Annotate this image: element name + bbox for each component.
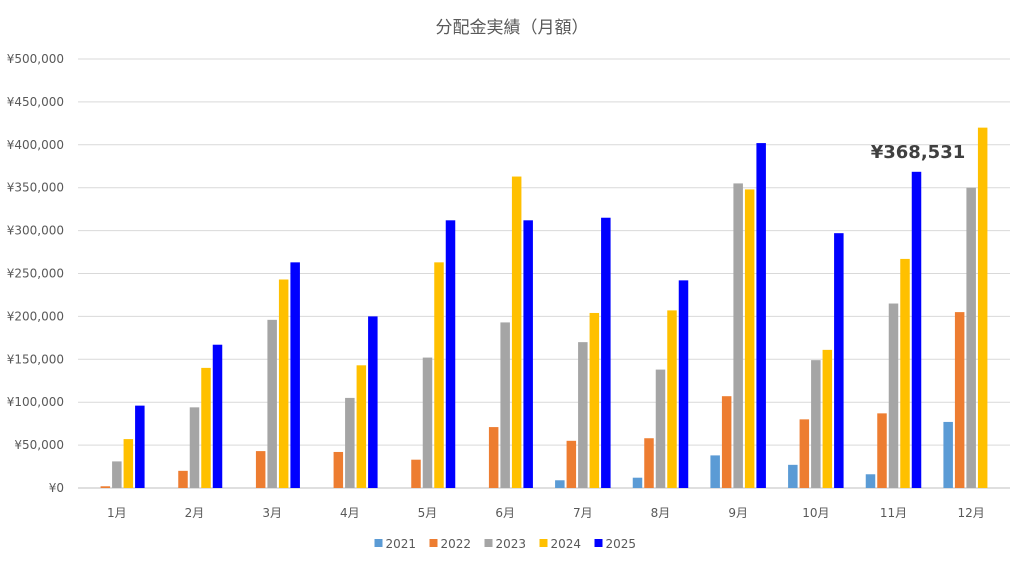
- x-tick-label: 4月: [340, 506, 360, 520]
- y-tick-label: ¥0: [49, 481, 64, 495]
- bar-2022-12: [954, 312, 965, 488]
- bar-2022-6: [488, 427, 499, 488]
- y-tick-label: ¥400,000: [7, 138, 64, 152]
- bar-2022-2: [178, 470, 188, 488]
- bar-2024-10: [822, 349, 833, 488]
- x-axis-ticks: 1月 2月 3月 4月 5月 6月 7月 8月 9月 10月 11月 12月: [107, 506, 985, 520]
- bar-2025-7: [601, 217, 611, 489]
- bar-2023-4: [345, 397, 355, 488]
- legend-label: 2021: [386, 537, 417, 551]
- bar-2022-9: [721, 396, 732, 488]
- legend-label: 2022: [441, 537, 472, 551]
- legend-label: 2025: [606, 537, 637, 551]
- bar-2022-8: [644, 438, 654, 488]
- y-axis-ticks: ¥0 ¥50,000 ¥100,000 ¥150,000 ¥200,000 ¥250,00…: [7, 52, 64, 495]
- bar-2025-8: [678, 280, 689, 488]
- x-tick-label: 2月: [185, 506, 205, 520]
- x-tick-label: 12月: [958, 506, 985, 520]
- bar-2023-2: [189, 407, 200, 488]
- legend-swatch-2022: [429, 539, 438, 547]
- bar-2021-12: [943, 421, 953, 488]
- bar-2025-1: [135, 405, 145, 488]
- bar-2024-3: [278, 279, 289, 488]
- bar-2024-2: [201, 367, 211, 488]
- bar-2022-1: [100, 486, 111, 488]
- x-tick-label: 1月: [107, 506, 127, 520]
- bar-2025-4: [368, 316, 378, 488]
- x-tick-label: 5月: [418, 506, 438, 520]
- bar-2024-4: [356, 365, 367, 488]
- bar-2024-12: [977, 127, 988, 488]
- y-tick-label: ¥50,000: [14, 438, 64, 452]
- bar-2023-3: [267, 319, 277, 488]
- x-tick-label: 8月: [651, 506, 671, 520]
- y-tick-label: ¥300,000: [7, 224, 64, 238]
- bar-2021-7: [555, 480, 565, 488]
- bar-2023-11: [888, 303, 899, 488]
- y-tick-label: ¥350,000: [7, 181, 64, 195]
- bar-2025-2: [212, 344, 223, 488]
- bar-2021-11: [865, 474, 876, 488]
- y-tick-label: ¥150,000: [7, 352, 64, 366]
- legend: 2021 2022 2023 2024 2025: [374, 537, 637, 551]
- bar-2024-6: [511, 176, 522, 488]
- bar-2022-5: [411, 459, 421, 488]
- chart-title: 分配金実績（月額）: [436, 18, 589, 38]
- legend-swatch-2021: [374, 539, 383, 547]
- bar-2023-9: [733, 183, 743, 488]
- y-tick-label: ¥100,000: [7, 395, 64, 409]
- bars: [100, 127, 988, 489]
- bar-2023-12: [966, 187, 976, 488]
- bar-2024-7: [589, 312, 600, 488]
- y-tick-label: ¥500,000: [7, 52, 64, 66]
- bar-2024-8: [667, 310, 677, 488]
- bar-2023-7: [578, 342, 588, 488]
- bar-2025-6: [523, 220, 533, 488]
- legend-swatch-2024: [539, 539, 548, 547]
- bar-2023-5: [422, 357, 433, 488]
- x-tick-label: 11月: [880, 506, 907, 520]
- bar-2023-10: [811, 360, 821, 488]
- bar-2025-10: [834, 233, 844, 488]
- y-tick-label: ¥450,000: [7, 95, 64, 109]
- bar-2024-5: [434, 262, 444, 488]
- bar-2022-3: [255, 451, 266, 488]
- x-tick-label: 3月: [262, 506, 282, 520]
- bar-2022-4: [333, 451, 344, 488]
- x-tick-label: 7月: [573, 506, 593, 520]
- bar-2023-6: [500, 322, 510, 488]
- bar-2025-5: [445, 220, 456, 488]
- legend-label: 2023: [496, 537, 527, 551]
- bar-2024-11: [900, 258, 910, 488]
- bar-2022-10: [799, 419, 810, 488]
- y-tick-label: ¥200,000: [7, 309, 64, 323]
- gridlines: [78, 58, 1010, 489]
- bar-2023-8: [655, 369, 666, 488]
- bar-2022-11: [877, 413, 887, 488]
- legend-swatch-2025: [594, 539, 603, 547]
- x-tick-label: 9月: [728, 506, 748, 520]
- y-tick-label: ¥250,000: [7, 267, 64, 281]
- bar-2021-8: [632, 477, 643, 488]
- bar-2023-1: [112, 461, 122, 488]
- bar-2024-9: [744, 189, 755, 488]
- x-tick-label: 10月: [802, 506, 829, 520]
- bar-2025-11: [911, 171, 922, 488]
- value-annotation: ¥368,531: [871, 142, 966, 163]
- bar-2024-1: [123, 439, 134, 488]
- legend-label: 2024: [551, 537, 582, 551]
- bar-2021-10: [788, 464, 798, 488]
- bar-2022-7: [566, 440, 577, 488]
- bar-2025-3: [290, 262, 300, 488]
- x-tick-label: 6月: [495, 506, 515, 520]
- bar-2021-9: [710, 455, 720, 488]
- bar-2025-9: [756, 143, 766, 489]
- legend-swatch-2023: [484, 539, 493, 547]
